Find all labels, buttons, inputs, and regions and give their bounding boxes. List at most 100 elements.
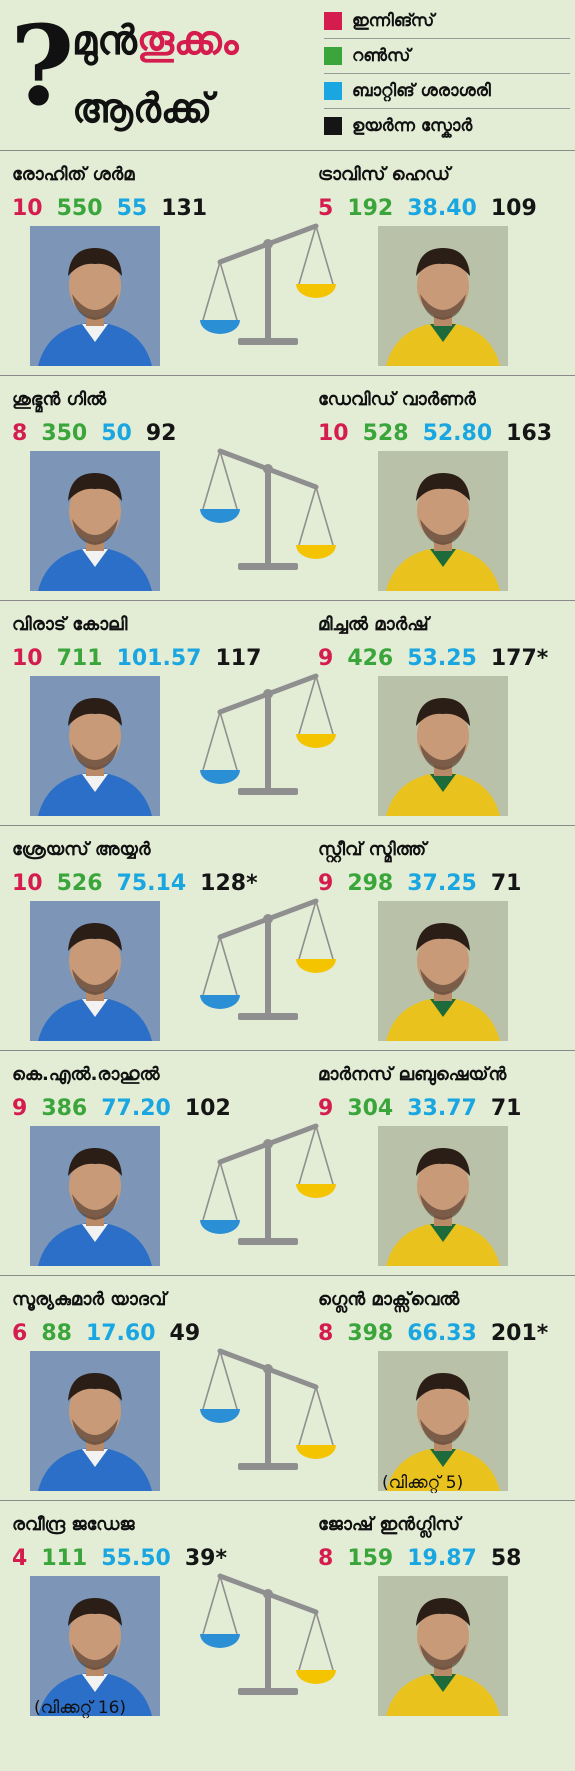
shirt-collar	[430, 1224, 456, 1242]
player-photo-graphic	[378, 226, 508, 366]
stat-high: 109	[490, 196, 537, 221]
player-shirt	[38, 1672, 152, 1716]
player-photo-graphic	[30, 451, 160, 591]
player-face	[69, 255, 121, 317]
player-photo	[30, 676, 160, 816]
player-stats: 9 386 77.20 102	[12, 1096, 231, 1121]
player-photo-graphic	[378, 1576, 508, 1716]
player-beard	[420, 519, 466, 545]
player-hair	[68, 1148, 122, 1176]
player-shirt	[386, 1672, 500, 1716]
scale-string-left	[219, 261, 238, 321]
player-hair	[416, 698, 470, 726]
scale-string-right	[298, 225, 317, 285]
shirt-collar	[82, 999, 108, 1017]
stat-innings: 6	[12, 1321, 28, 1346]
scale-pillar	[265, 1594, 271, 1690]
legend-swatch	[324, 12, 342, 30]
stat-innings: 9	[318, 871, 334, 896]
stat-runs: 386	[41, 1096, 88, 1121]
stat-average: 66.33	[407, 1321, 477, 1346]
player-hair	[416, 248, 470, 276]
stat-high: 49	[169, 1321, 201, 1346]
player-name: കെ.എൽ.രാഹുൽ	[12, 1064, 160, 1085]
player-photo-graphic	[378, 1351, 508, 1491]
player-name: ജോഷ് ഇൻഗ്ലിസ്	[318, 1514, 461, 1535]
player-stats: 4 111 55.50 39*	[12, 1546, 227, 1571]
legend-label: ഉയർന്ന സ്കോർ	[352, 116, 473, 136]
player-stats: 9 298 37.25 71	[318, 871, 521, 896]
scale-pillar	[265, 694, 271, 790]
stat-runs: 298	[347, 871, 394, 896]
stat-runs: 550	[56, 196, 103, 221]
player-beard	[72, 969, 118, 995]
wickets-note: (വിക്കറ്റ് 5)	[382, 1473, 464, 1493]
scale-pivot	[263, 1589, 273, 1599]
player-face	[417, 1155, 469, 1217]
scale-string-left	[202, 1161, 221, 1221]
stat-innings: 10	[318, 421, 349, 446]
balance-scale-icon	[200, 898, 336, 1020]
scale-pan-left	[200, 320, 240, 334]
player-photo	[378, 1351, 508, 1491]
scale-string-left	[202, 450, 221, 510]
player-face	[417, 1380, 469, 1442]
stat-runs: 192	[347, 196, 394, 221]
title-line-1: മുൻതൂക്കം	[72, 18, 238, 64]
player-beard	[420, 744, 466, 770]
scale-base	[238, 563, 298, 570]
player-hair	[68, 1598, 122, 1626]
player-photo	[30, 1351, 160, 1491]
title-part-2: തൂക്കം	[136, 18, 239, 64]
stat-average: 55	[116, 196, 148, 221]
scale-pivot	[263, 1364, 273, 1374]
scale-pan-right	[296, 284, 336, 298]
player-beard	[420, 1419, 466, 1445]
scale-string-left	[219, 711, 238, 771]
scale-string-left	[219, 1350, 238, 1410]
section-divider	[0, 375, 575, 376]
stat-high: 39*	[184, 1546, 227, 1571]
balance-scale	[198, 887, 338, 1027]
scale-string-right	[315, 1386, 334, 1446]
stat-innings: 8	[318, 1321, 334, 1346]
scale-pan-left	[200, 995, 240, 1009]
stat-average: 17.60	[85, 1321, 156, 1346]
stat-high: 102	[184, 1096, 231, 1121]
player-photo-graphic	[378, 1126, 508, 1266]
stat-high: 92	[145, 421, 177, 446]
header: ? മുൻതൂക്കം ആർക്ക് ഇന്നിങ്സ് റൺസ് ബാറ്റി…	[0, 0, 575, 150]
player-shirt	[386, 322, 500, 366]
scale-pillar	[265, 1369, 271, 1465]
shirt-collar	[430, 999, 456, 1017]
player-face	[69, 480, 121, 542]
player-hair	[68, 698, 122, 726]
scale-base	[238, 1238, 298, 1245]
scale-string-right	[315, 900, 334, 960]
wickets-note: (വിക്കറ്റ് 16)	[34, 1698, 127, 1718]
title-line-2: ആർക്ക്	[72, 86, 213, 132]
player-beard	[72, 744, 118, 770]
stat-high: 117	[215, 646, 262, 671]
player-hair	[68, 1373, 122, 1401]
player-shirt	[38, 1222, 152, 1266]
stat-high: 131	[161, 196, 208, 221]
balance-scale-icon	[200, 223, 336, 345]
player-shirt	[38, 322, 152, 366]
legend-item-high-score: ഉയർന്ന സ്കോർ	[324, 109, 570, 143]
player-face	[69, 705, 121, 767]
shirt-collar	[430, 1674, 456, 1692]
player-photo	[30, 451, 160, 591]
section-divider	[0, 600, 575, 601]
scale-pan-left	[200, 1220, 240, 1234]
player-face	[69, 930, 121, 992]
player-photo-graphic	[30, 901, 160, 1041]
section-divider	[0, 1500, 575, 1501]
scale-string-right	[315, 486, 334, 546]
player-name: സ്റ്റീവ് സ്മിത്ത്	[318, 839, 427, 860]
balance-scale	[198, 437, 338, 577]
scale-pan-left	[200, 1409, 240, 1423]
legend-label: റൺസ്	[352, 46, 411, 66]
stat-innings: 8	[12, 421, 28, 446]
scale-base	[238, 1013, 298, 1020]
